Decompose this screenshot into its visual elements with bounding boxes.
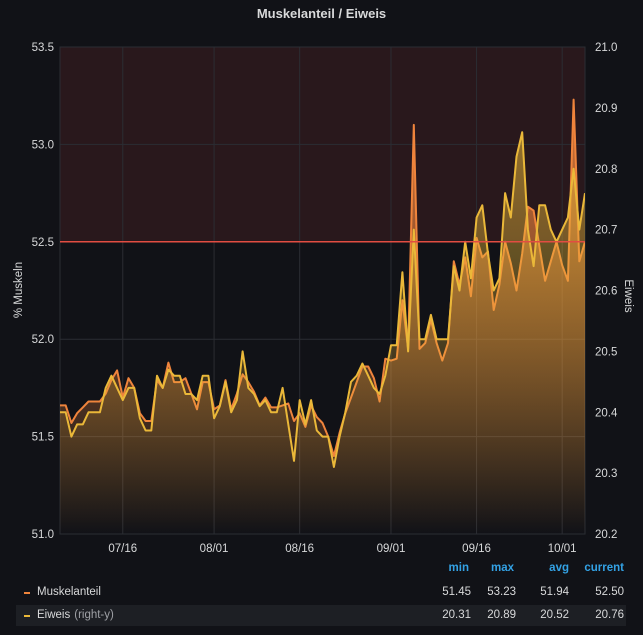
- chart: 51.051.552.052.553.053.5 20.220.320.420.…: [13, 42, 634, 555]
- legend-row-eiweis[interactable]: Eiweis (right-y) 20.31 20.89 20.52 20.76: [16, 605, 626, 626]
- y-tick-right: 20.3: [595, 468, 617, 480]
- legend-min: 51.45: [442, 586, 471, 598]
- x-tick: 10/01: [548, 543, 577, 555]
- y-tick-left: 53.5: [32, 42, 54, 54]
- legend-avg: 51.94: [540, 586, 569, 598]
- legend-header-avg[interactable]: avg: [549, 562, 569, 574]
- legend-series-name[interactable]: Muskelanteil: [37, 586, 101, 598]
- x-tick: 08/16: [285, 543, 314, 555]
- legend-row-muskelanteil[interactable]: Muskelanteil 51.45 53.23 51.94 52.50: [16, 582, 626, 603]
- series-line-eiweis[interactable]: [60, 131, 585, 468]
- y-axis-right: 20.2 20.3 20.4 20.5 20.6 20.7 20.8 20.9 21.0: [595, 42, 618, 541]
- y-tick-right: 20.2: [595, 529, 617, 541]
- legend-current: 52.50: [595, 586, 624, 598]
- x-tick: 09/01: [377, 543, 406, 555]
- series-area-eiweis: [60, 132, 585, 534]
- y-tick-right: 20.8: [595, 164, 617, 176]
- y-tick-left: 52.5: [32, 237, 54, 249]
- y-tick-left: 51.0: [32, 529, 54, 541]
- y-tick-right: 20.9: [595, 103, 617, 115]
- x-tick: 08/01: [200, 543, 229, 555]
- y-axis-left: 51.0 51.5 52.0 52.5 53.0 53.5: [32, 42, 54, 541]
- legend-series-name[interactable]: Eiweis (right-y): [37, 609, 114, 621]
- legend-max: 53.23: [487, 586, 516, 598]
- y-axis-right-label: Eiweis: [622, 279, 634, 312]
- legend-min: 20.31: [442, 609, 471, 621]
- x-axis: 07/16 08/01 08/16 09/01 09/16 10/01: [108, 543, 576, 555]
- y-axis-left-label: % Muskeln: [13, 262, 25, 318]
- legend-swatch[interactable]: [24, 615, 30, 617]
- legend-swatch[interactable]: [24, 592, 30, 594]
- y-tick-right: 20.7: [595, 225, 617, 237]
- legend-header-max[interactable]: max: [490, 562, 514, 574]
- y-tick-right: 21.0: [595, 42, 617, 54]
- legend-header-min[interactable]: min: [448, 562, 469, 574]
- y-tick-left: 52.0: [32, 334, 54, 346]
- plot-area: [60, 98, 585, 534]
- legend-header-current[interactable]: current: [584, 562, 624, 574]
- legend-avg: 20.52: [540, 609, 569, 621]
- y-tick-right: 20.5: [595, 346, 617, 358]
- legend-max: 20.89: [487, 609, 516, 621]
- y-tick-right: 20.6: [595, 286, 617, 298]
- y-tick-left: 51.5: [32, 432, 54, 444]
- y-tick-left: 53.0: [32, 139, 54, 151]
- y-tick-right: 20.4: [595, 407, 618, 419]
- x-tick: 09/16: [462, 543, 491, 555]
- legend-current: 20.76: [595, 609, 624, 621]
- panel-title[interactable]: Muskelanteil / Eiweis: [256, 6, 387, 21]
- x-tick: 07/16: [108, 543, 137, 555]
